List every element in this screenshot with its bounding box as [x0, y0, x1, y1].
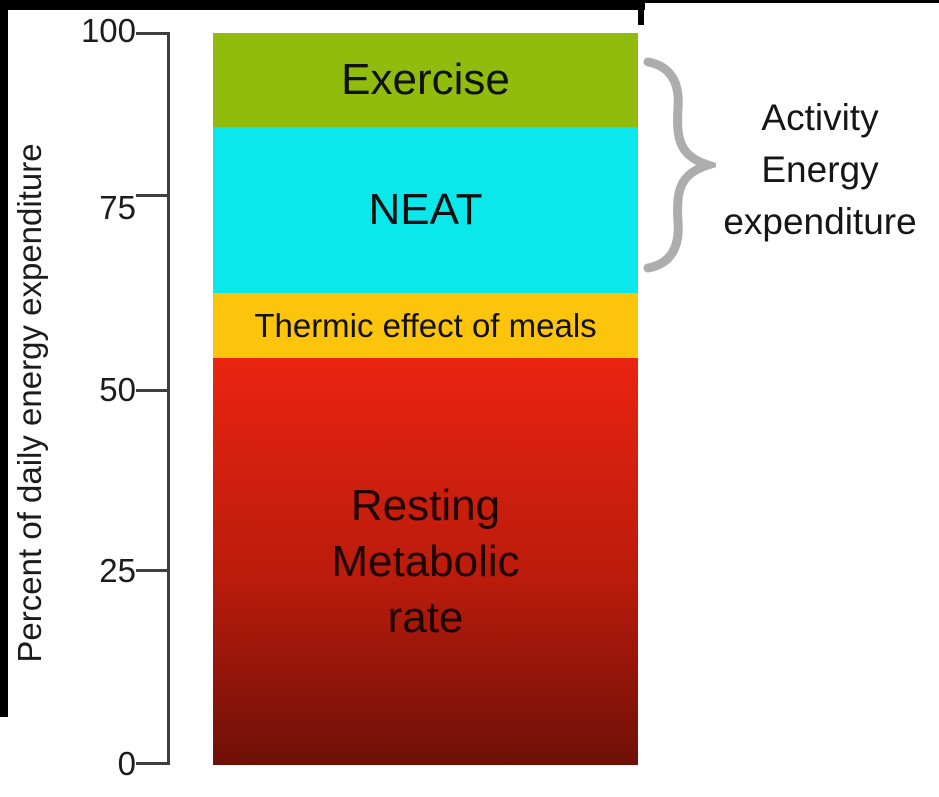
tick-label-75: 75 [99, 189, 136, 226]
bar-segment-resting-metabolic-rate: Resting Metabolic rate [213, 358, 638, 765]
segment-label-resting-metabolic-rate: Resting Metabolic rate [331, 480, 520, 642]
tick-label-25: 25 [99, 552, 136, 589]
y-axis-line [167, 32, 170, 765]
activity-energy-expenditure-label: Activity Energy expenditure [723, 97, 917, 242]
tick-label-50: 50 [99, 371, 136, 408]
scan-border-top-bar [0, 0, 645, 10]
segment-label-neat: NEAT [368, 185, 483, 234]
bar-segment-thermic-effect: Thermic effect of meals [213, 293, 638, 358]
tick-mark-25 [136, 569, 169, 572]
scan-border-nub [638, 10, 644, 25]
segment-label-exercise: Exercise [341, 55, 510, 104]
bar-segment-exercise: Exercise [213, 33, 638, 127]
bar-segment-neat: NEAT [213, 127, 638, 293]
tick-mark-100 [136, 32, 169, 35]
segment-label-thermic-effect: Thermic effect of meals [254, 306, 597, 344]
tick-mark-50 [136, 389, 169, 392]
tick-mark-0 [136, 762, 169, 765]
curly-brace-icon [640, 52, 723, 280]
tick-mark-75 [136, 194, 169, 197]
tick-label-0: 0 [117, 745, 136, 782]
scan-border-left-bar [0, 0, 8, 717]
tick-label-100: 100 [80, 12, 136, 49]
